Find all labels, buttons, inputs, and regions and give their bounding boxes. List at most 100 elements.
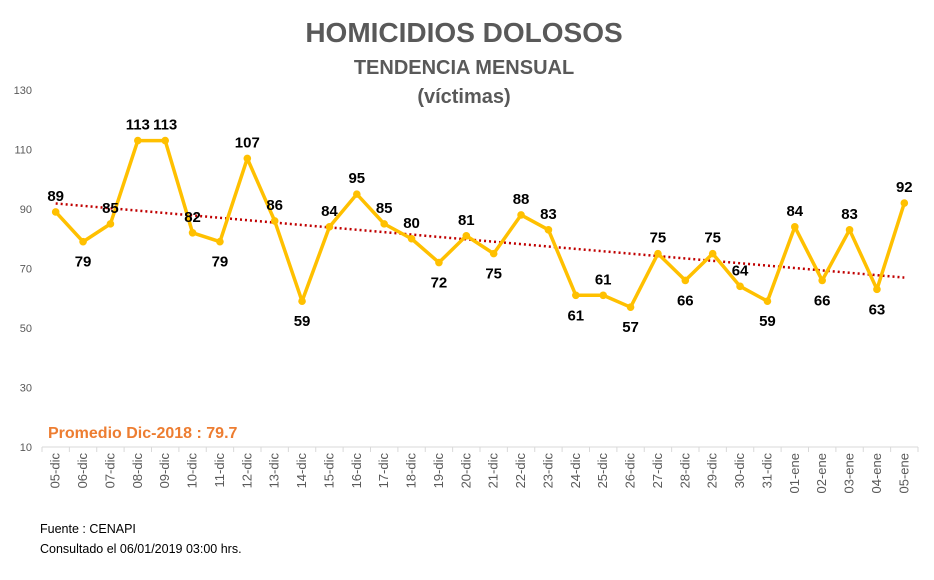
data-label: 79 (75, 254, 92, 271)
data-label: 85 (376, 200, 393, 217)
x-tick-label: 15-dic (321, 453, 336, 489)
y-tick-label: 90 (20, 204, 32, 216)
x-tick-label: 09-dic (157, 453, 172, 489)
data-label: 63 (869, 301, 886, 318)
data-point (599, 291, 607, 300)
x-tick-label: 26-dic (623, 453, 638, 489)
data-label: 61 (595, 271, 612, 288)
x-tick-label: 12-dic (239, 453, 254, 489)
x-tick-label: 23-dic (540, 453, 555, 489)
x-tick-label: 18-dic (404, 453, 419, 489)
data-label: 107 (235, 134, 260, 151)
y-tick-label: 130 (14, 85, 32, 97)
x-tick-label: 30-dic (732, 453, 747, 489)
data-label: 64 (732, 262, 749, 279)
x-tick-label: 29-dic (705, 453, 720, 489)
x-tick-label: 19-dic (431, 453, 446, 489)
data-point (243, 154, 252, 163)
data-point (161, 136, 169, 145)
y-tick-label: 70 (20, 264, 32, 276)
x-tick-label: 10-dic (185, 453, 200, 489)
x-axis: 05-dic 06-dic 07-dic 08-dic 09-dic 10-dic 11-d… (41, 446, 919, 493)
data-label: 83 (841, 206, 858, 223)
data-label: 88 (513, 191, 530, 208)
data-label: 59 (294, 313, 311, 330)
data-point (818, 276, 826, 285)
x-tick-label: 07-dic (102, 453, 117, 489)
data-label: 57 (622, 319, 639, 336)
data-label: 95 (348, 170, 365, 187)
x-tick-label: 22-dic (513, 453, 528, 489)
data-point (298, 297, 306, 306)
data-label: 83 (540, 206, 557, 223)
data-label: 84 (321, 203, 338, 220)
x-tick-label: 08-dic (130, 453, 145, 489)
x-tick-label: 20-dic (458, 453, 473, 489)
data-point (900, 199, 909, 207)
x-tick-label: 01-ene (787, 453, 802, 493)
chart-title: HOMICIDIOS DOLOSOS (305, 17, 622, 48)
x-tick-label: 14-dic (294, 453, 309, 489)
x-tick-label: 31-dic (759, 453, 774, 489)
data-point (791, 223, 799, 231)
data-label: 75 (650, 230, 667, 247)
data-label: 113 (153, 117, 177, 134)
data-point (654, 249, 662, 258)
data-point (51, 208, 60, 216)
data-label: 75 (704, 230, 721, 247)
chart-subtitle: TENDENCIA MENSUAL (354, 57, 574, 79)
data-point (435, 258, 443, 267)
data-point (544, 226, 553, 234)
x-tick-label: 04-ene (869, 453, 884, 493)
x-tick-label: 05-dic (48, 453, 63, 489)
series-line (54, 138, 906, 309)
data-point (572, 291, 580, 300)
data-point (188, 229, 197, 237)
x-tick-label: 27-dic (650, 453, 665, 489)
trendline-group (55, 202, 905, 279)
y-tick-label: 10 (20, 442, 32, 454)
y-tick-label: 50 (20, 323, 32, 335)
data-point (325, 223, 334, 231)
data-point (736, 282, 744, 291)
series-group (51, 136, 909, 311)
data-point (462, 231, 471, 240)
data-point (380, 220, 388, 228)
x-tick-label: 11-dic (212, 453, 227, 488)
data-point (79, 237, 87, 246)
source-line: Fuente : CENAPI (40, 522, 136, 536)
data-label: 80 (403, 215, 420, 232)
chart-subtitle-units: (víctimas) (417, 86, 510, 108)
data-label: 82 (184, 209, 201, 226)
data-label: 86 (266, 197, 283, 214)
x-tick-label: 28-dic (677, 453, 692, 489)
data-label: 66 (677, 292, 694, 309)
x-tick-label: 05-ene (896, 453, 911, 493)
x-tick-label: 21-dic (486, 453, 501, 489)
data-point (873, 285, 881, 294)
data-label: 75 (485, 266, 502, 283)
data-point (216, 237, 224, 246)
data-label: 113 (126, 117, 150, 134)
data-label: 92 (896, 179, 913, 196)
data-point (407, 234, 416, 243)
trendline (55, 202, 905, 279)
data-point (845, 226, 854, 234)
data-label: 84 (786, 203, 803, 220)
x-tick-label: 24-dic (568, 453, 583, 489)
data-label: 81 (458, 212, 475, 229)
data-label: 59 (759, 313, 776, 330)
y-tick-label: 110 (14, 145, 32, 157)
data-point (708, 249, 717, 258)
data-label: 79 (212, 254, 229, 271)
consulted-line: Consultado el 06/01/2019 03:00 hrs. (40, 542, 242, 556)
data-point (270, 217, 279, 225)
data-point (763, 297, 772, 306)
data-labels-group: 89 79 85 113 113 82 79 107 86 59 84 95 85 80 72 81 75 88 8… (47, 117, 912, 337)
data-point (489, 249, 498, 258)
x-tick-label: 03-ene (842, 453, 857, 493)
x-tick-label: 17-dic (376, 453, 391, 489)
x-tick-label: 02-ene (814, 453, 829, 493)
